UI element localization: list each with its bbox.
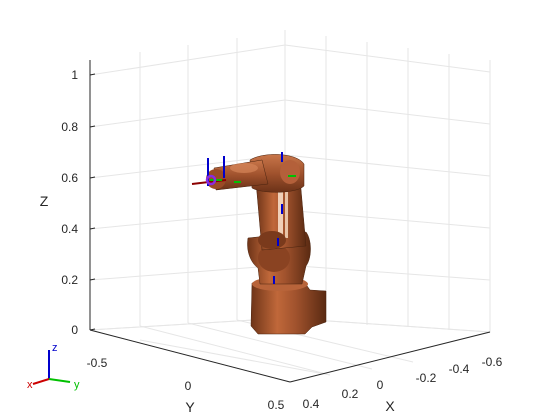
- z-tick-label: 0.2: [61, 273, 78, 287]
- elbow-joint-lower: [258, 231, 286, 249]
- triad-x-label: x: [27, 379, 33, 391]
- x-tick-label: 0: [377, 378, 384, 392]
- z-axis-label: Z: [40, 193, 49, 209]
- end-effector-marker: [205, 174, 217, 186]
- z-tick-label: 0.6: [61, 171, 78, 185]
- x-axis-label: X: [385, 398, 395, 414]
- triad-z-label: z: [52, 342, 58, 354]
- x-tick-label: -0.6: [482, 355, 503, 369]
- x-tick-label: 0.4: [303, 397, 320, 411]
- robot-manipulator[interactable]: [206, 154, 327, 335]
- z-tick-label: 0: [71, 323, 78, 337]
- shoulder-joint: [258, 244, 290, 272]
- z-tick-label: 0.8: [61, 120, 78, 134]
- side-wall-grid: [284, 36, 491, 333]
- elbow-joint: [280, 160, 300, 184]
- robot-base: [250, 282, 327, 335]
- y-axis-label: Y: [185, 399, 195, 415]
- x-tick-label: -0.2: [416, 371, 437, 385]
- z-tick-marks: [89, 73, 96, 331]
- y-tick-label: 0.5: [268, 398, 285, 412]
- y-tick-label: -0.5: [87, 356, 108, 370]
- upper-arm-slot: [285, 192, 288, 238]
- x-tick-label: 0.2: [342, 387, 359, 401]
- forearm-highlight: [230, 163, 258, 173]
- upper-arm-slot: [278, 192, 283, 238]
- z-tick-label: 0.4: [61, 222, 78, 236]
- triad-x-axis: [32, 378, 50, 385]
- triad-y-axis: [48, 378, 71, 383]
- triad-y-label: y: [74, 379, 80, 391]
- x-tick-label: -0.4: [449, 362, 470, 376]
- axis-lines: [89, 60, 491, 383]
- z-tick-label: 1: [71, 68, 78, 82]
- orientation-triad: z x y: [27, 342, 80, 391]
- joint-frames: [191, 152, 296, 284]
- y-tick-label: 0: [185, 379, 192, 393]
